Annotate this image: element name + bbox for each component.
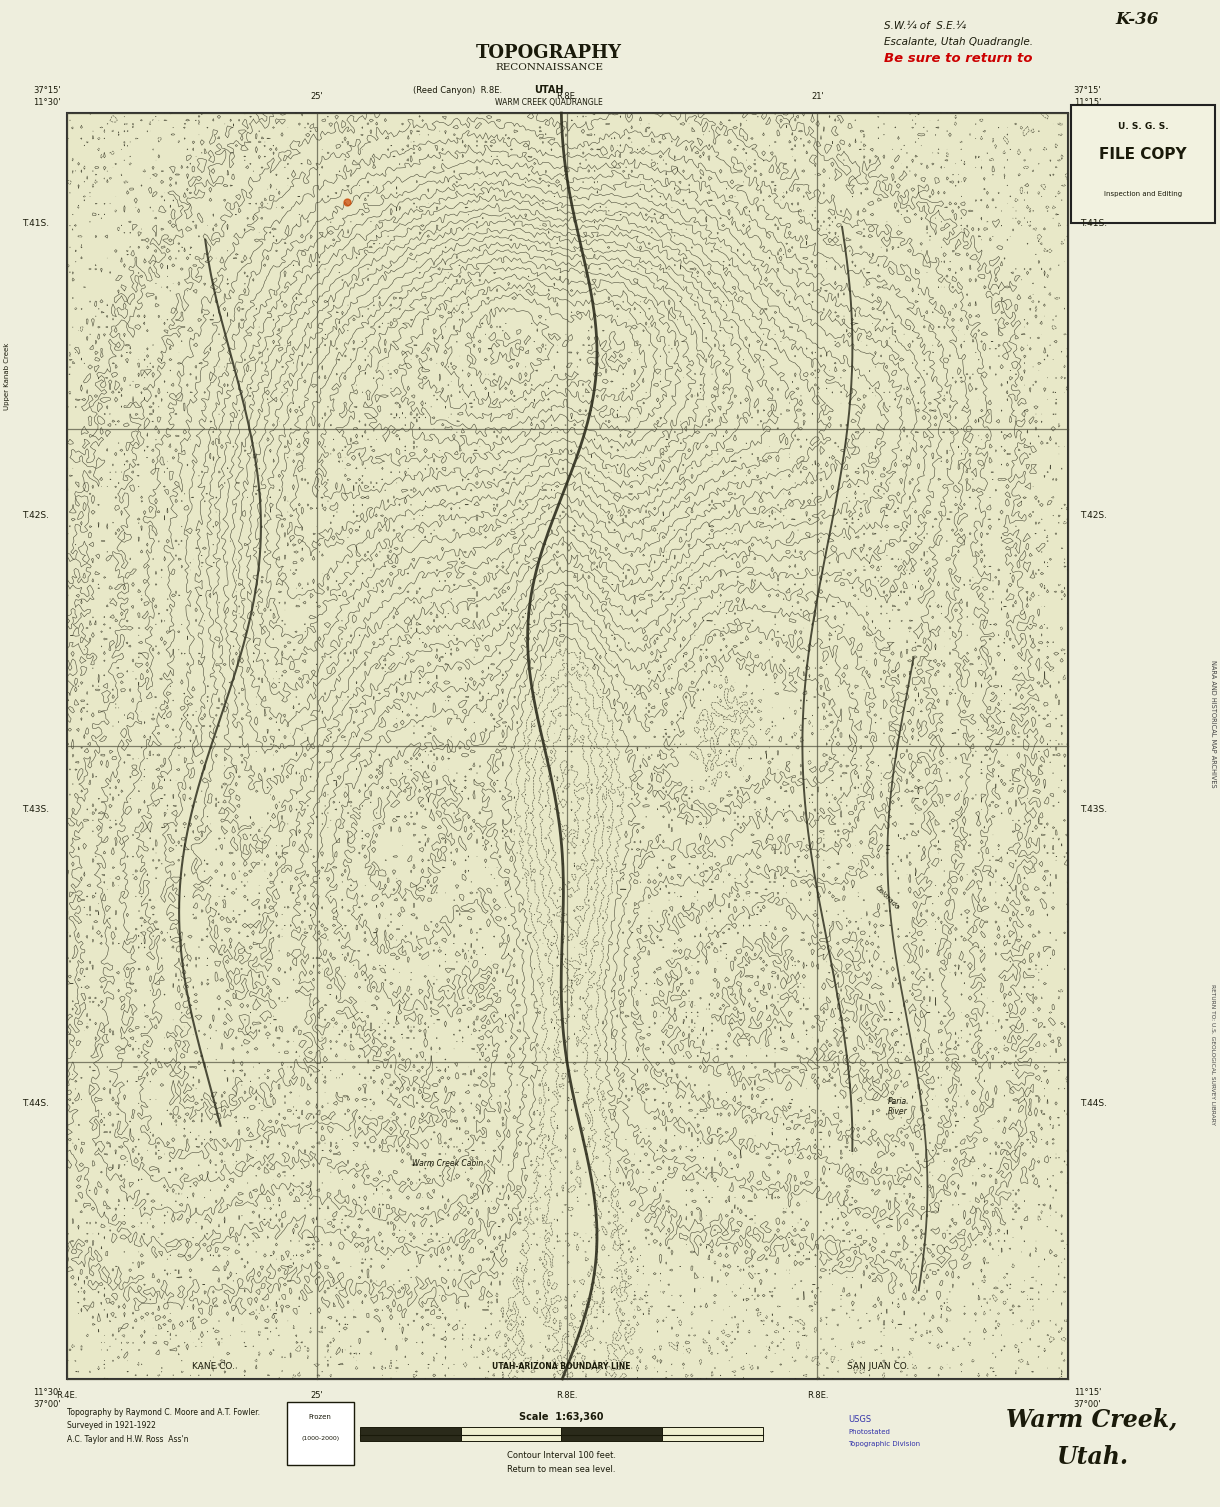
Text: Be sure to return to: Be sure to return to: [884, 53, 1033, 65]
Text: RETURN TO: U.S. GEOLOGICAL SURVEY LIBRARY: RETURN TO: U.S. GEOLOGICAL SURVEY LIBRAR…: [1210, 984, 1215, 1126]
Text: T.41S.: T.41S.: [22, 219, 49, 228]
Text: Topographic Division: Topographic Division: [848, 1441, 920, 1447]
Text: Upper Kanab Creek: Upper Kanab Creek: [5, 344, 10, 410]
Text: R.4E.: R.4E.: [56, 1391, 78, 1400]
Text: FILE COPY: FILE COPY: [1099, 148, 1187, 163]
Text: T.41S.: T.41S.: [1080, 219, 1107, 228]
Text: UTAH: UTAH: [534, 86, 564, 95]
Text: 37°00': 37°00': [1074, 1400, 1102, 1409]
Text: 25': 25': [311, 1391, 323, 1400]
Bar: [661, 1427, 762, 1441]
Text: R.8E.: R.8E.: [806, 1391, 828, 1400]
Text: WARM CREEK QUADRANGLE: WARM CREEK QUADRANGLE: [495, 98, 603, 107]
Text: Warm Creek Cabin: Warm Creek Cabin: [411, 1159, 483, 1168]
Bar: [287, 1402, 354, 1465]
Text: NARA AND HISTORICAL MAP ARCHIVES: NARA AND HISTORICAL MAP ARCHIVES: [1210, 660, 1215, 787]
Text: T.42S.: T.42S.: [1080, 511, 1107, 520]
Text: Photostated: Photostated: [848, 1429, 889, 1435]
Bar: [561, 1427, 661, 1441]
Text: R.8E.: R.8E.: [556, 92, 578, 101]
Text: USGS: USGS: [848, 1415, 871, 1424]
Text: UTAH-ARIZONA BOUNDARY LINE: UTAH-ARIZONA BOUNDARY LINE: [492, 1362, 631, 1371]
Text: T.43S.: T.43S.: [22, 805, 49, 814]
Text: Paria
River: Paria River: [888, 1097, 908, 1117]
Text: Warm Creek,: Warm Creek,: [1006, 1408, 1177, 1432]
Text: Scale  1:63,360: Scale 1:63,360: [518, 1412, 604, 1421]
Text: Escalante, Utah Quadrangle.: Escalante, Utah Quadrangle.: [884, 38, 1033, 47]
Text: 21': 21': [811, 92, 824, 101]
Text: 11°15': 11°15': [1074, 1388, 1100, 1397]
Text: 37°15': 37°15': [1074, 86, 1102, 95]
Bar: [67, 113, 1068, 1379]
Text: Utah.: Utah.: [1055, 1445, 1128, 1469]
Text: T.44S.: T.44S.: [22, 1099, 49, 1108]
Text: Return to mean sea level.: Return to mean sea level.: [508, 1465, 615, 1474]
Text: Inspection and Editing: Inspection and Editing: [1104, 191, 1182, 196]
Text: Colorado: Colorado: [875, 885, 900, 912]
Text: Contour Interval 100 feet.: Contour Interval 100 feet.: [506, 1451, 616, 1460]
Text: RECONNAISSANCE: RECONNAISSANCE: [495, 63, 603, 72]
Text: 11°30': 11°30': [33, 1388, 61, 1397]
Text: A.C. Taylor and H.W. Ross  Ass'n: A.C. Taylor and H.W. Ross Ass'n: [67, 1435, 189, 1444]
Text: T.43S.: T.43S.: [1080, 805, 1107, 814]
Text: T.44S.: T.44S.: [1080, 1099, 1107, 1108]
Text: Frozen: Frozen: [309, 1415, 332, 1420]
Text: U. S. G. S.: U. S. G. S.: [1118, 122, 1169, 131]
Text: KANE CO.: KANE CO.: [192, 1362, 235, 1371]
Text: K-36: K-36: [1115, 11, 1159, 29]
Text: Surveyed in 1921-1922: Surveyed in 1921-1922: [67, 1421, 156, 1430]
Text: TOPOGRAPHY: TOPOGRAPHY: [476, 44, 622, 62]
Text: 37°15': 37°15': [33, 86, 61, 95]
FancyBboxPatch shape: [1071, 105, 1215, 223]
Bar: [461, 1427, 561, 1441]
Text: SAN JUAN CO.: SAN JUAN CO.: [847, 1362, 910, 1371]
Text: 37°00': 37°00': [33, 1400, 61, 1409]
Text: T.42S.: T.42S.: [22, 511, 49, 520]
Text: 11°15': 11°15': [1074, 98, 1100, 107]
Text: Topography by Raymond C. Moore and A.T. Fowler.: Topography by Raymond C. Moore and A.T. …: [67, 1408, 260, 1417]
Text: 25': 25': [311, 92, 323, 101]
Text: (1000-2000): (1000-2000): [301, 1436, 339, 1441]
Text: S.W.¼ of  S.E.¼: S.W.¼ of S.E.¼: [884, 21, 966, 30]
Bar: [360, 1427, 461, 1441]
Text: (Reed Canyon)  R.8E.: (Reed Canyon) R.8E.: [412, 86, 503, 95]
Text: 11°30': 11°30': [33, 98, 61, 107]
Text: R.8E.: R.8E.: [556, 1391, 578, 1400]
